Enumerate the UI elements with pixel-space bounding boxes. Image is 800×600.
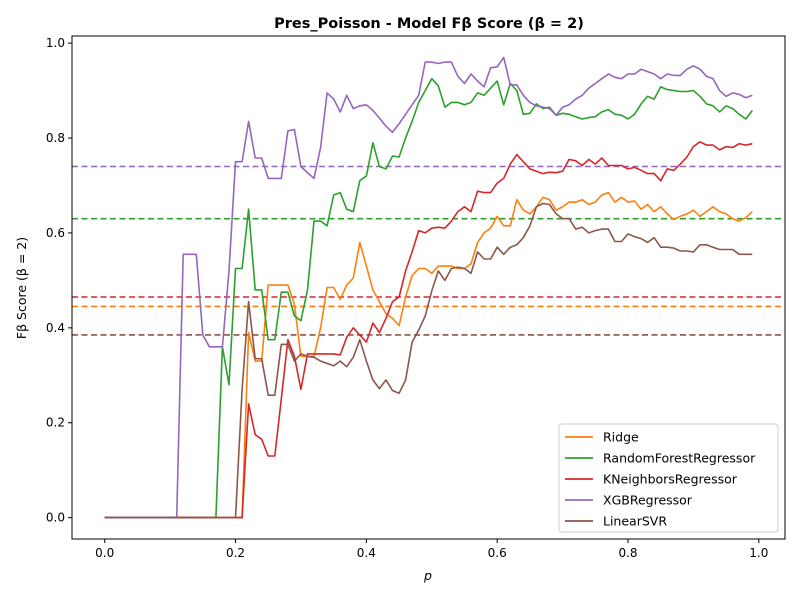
y-axis-label: Fβ Score (β = 2)	[14, 237, 29, 339]
y-tick-label: 0.0	[46, 511, 65, 525]
legend-label-ridge: Ridge	[603, 430, 639, 445]
series-lines	[104, 56, 753, 519]
legend-label-randomforestregressor: RandomForestRegressor	[603, 451, 756, 466]
plot-area	[72, 56, 785, 519]
legend: Ridge RandomForestRegressor KNeighborsRegr…	[558, 423, 779, 533]
series-line-kneighborsregressor	[104, 141, 753, 519]
x-tick-label: 0.2	[226, 546, 245, 560]
legend-label-xgbregressor: XGBRegressor	[603, 493, 693, 508]
legend-label-kneighborsregressor: KNeighborsRegressor	[603, 472, 738, 487]
y-axis: 0.0 0.2 0.4 0.6 0.8 1.0	[46, 36, 72, 525]
series-line-randomforestregressor	[104, 77, 753, 519]
x-tick-label: 0.6	[488, 546, 507, 560]
series-line-linearsvr	[104, 202, 753, 519]
x-axis-label: p	[423, 568, 432, 583]
y-tick-label: 0.8	[46, 131, 65, 145]
x-tick-label: 0.8	[618, 546, 637, 560]
x-tick-label: 0.0	[95, 546, 114, 560]
x-tick-label: 0.4	[357, 546, 376, 560]
y-tick-label: 0.6	[46, 226, 65, 240]
chart-title: Pres_Poisson - Model Fβ Score (β = 2)	[274, 16, 584, 32]
y-tick-label: 0.4	[46, 321, 65, 335]
legend-box	[558, 423, 779, 533]
y-tick-label: 0.2	[46, 416, 65, 430]
y-tick-label: 1.0	[46, 36, 65, 50]
series-line-xgbregressor	[104, 56, 753, 519]
x-axis: 0.0 0.2 0.4 0.6 0.8 1.0	[95, 539, 768, 560]
baseline-lines	[72, 165, 785, 336]
x-tick-label: 1.0	[749, 546, 768, 560]
legend-label-linearsvr: LinearSVR	[603, 514, 667, 529]
plot-frame	[71, 35, 786, 540]
